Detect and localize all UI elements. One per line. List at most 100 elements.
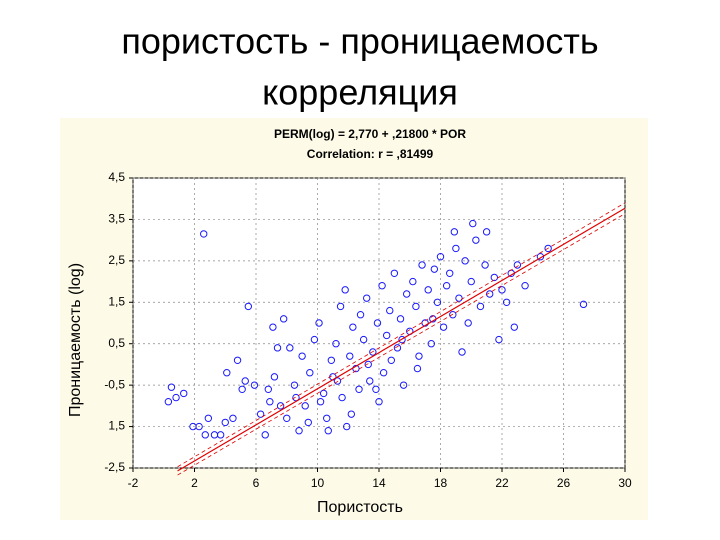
- point: [279, 315, 288, 323]
- point: [427, 340, 435, 348]
- point: [430, 265, 439, 273]
- point: [204, 414, 213, 422]
- point: [387, 356, 395, 364]
- point: [306, 369, 314, 377]
- point: [256, 410, 265, 418]
- point: [452, 244, 460, 253]
- x-tick-label: 6: [253, 476, 260, 490]
- point: [393, 344, 402, 352]
- x-tick-label: 14: [372, 476, 386, 490]
- point: [386, 306, 394, 315]
- point: [461, 257, 469, 265]
- point: [164, 398, 173, 406]
- point: [402, 290, 411, 298]
- point: [233, 356, 242, 364]
- point: [333, 377, 342, 385]
- y-tick-label: -0,5: [104, 377, 125, 391]
- point: [250, 381, 259, 389]
- point: [273, 344, 282, 352]
- point: [372, 385, 380, 393]
- point: [436, 253, 445, 261]
- point: [200, 230, 208, 238]
- point: [510, 323, 518, 331]
- point: [467, 277, 475, 286]
- point: [316, 398, 325, 406]
- point: [442, 282, 451, 290]
- point: [418, 261, 426, 269]
- fit-line: [177, 202, 626, 468]
- point: [382, 331, 391, 340]
- y-tick-label: 0,5: [108, 336, 125, 350]
- point: [347, 410, 356, 418]
- point: [332, 340, 340, 348]
- point: [482, 228, 491, 236]
- x-tick-label: 30: [618, 476, 632, 490]
- point: [310, 335, 319, 344]
- point: [346, 352, 354, 360]
- slide-title: пористость - проницаемость: [121, 21, 598, 62]
- point: [276, 402, 285, 410]
- x-tick-label: 26: [557, 476, 571, 490]
- y-tick-label: 1,5: [108, 419, 125, 433]
- point: [536, 253, 545, 261]
- point: [398, 335, 406, 344]
- point: [238, 385, 246, 393]
- point: [172, 393, 180, 402]
- point: [486, 290, 494, 298]
- x-tick-label: 18: [434, 476, 448, 490]
- slide-title: корреляция: [262, 72, 458, 113]
- point: [458, 348, 466, 356]
- point: [290, 381, 299, 389]
- point: [323, 414, 331, 422]
- chart-subtitle: Correlation: r = ,81499: [307, 147, 434, 161]
- point: [495, 335, 503, 344]
- point: [498, 286, 506, 294]
- y-tick-label: -2,5: [104, 460, 125, 474]
- point: [180, 389, 188, 398]
- x-tick-label: -2: [128, 476, 139, 490]
- point: [229, 414, 237, 422]
- x-axis-label: Пористость: [317, 499, 403, 516]
- point: [359, 335, 368, 344]
- point: [315, 319, 323, 327]
- point: [450, 228, 459, 236]
- fit-line: [177, 207, 626, 472]
- point: [412, 302, 420, 311]
- x-tick-label: 10: [311, 476, 325, 490]
- fit-line: [177, 213, 626, 476]
- point: [409, 277, 417, 286]
- point: [413, 364, 422, 373]
- point: [481, 261, 489, 269]
- point: [490, 273, 499, 282]
- point: [379, 369, 388, 377]
- point: [295, 427, 303, 435]
- point: [343, 422, 351, 431]
- point: [244, 302, 253, 311]
- point: [415, 352, 423, 360]
- point: [399, 381, 408, 389]
- point: [472, 236, 480, 244]
- point: [544, 244, 552, 253]
- y-tick-label: 4,5: [108, 170, 125, 184]
- y-tick-label: 3,5: [108, 212, 125, 226]
- point: [324, 427, 332, 435]
- point: [455, 294, 463, 302]
- y-tick-label: 1,5: [108, 294, 125, 308]
- point: [221, 418, 229, 427]
- point: [336, 302, 345, 311]
- point: [195, 422, 203, 431]
- point: [223, 369, 231, 377]
- point: [304, 418, 312, 427]
- point: [363, 294, 371, 302]
- point: [439, 323, 448, 331]
- point: [264, 385, 272, 393]
- point: [201, 431, 209, 439]
- point: [319, 389, 328, 398]
- point: [167, 383, 176, 391]
- point: [270, 373, 279, 381]
- point: [396, 315, 405, 323]
- point: [373, 319, 382, 327]
- point: [369, 348, 377, 356]
- point: [338, 393, 346, 402]
